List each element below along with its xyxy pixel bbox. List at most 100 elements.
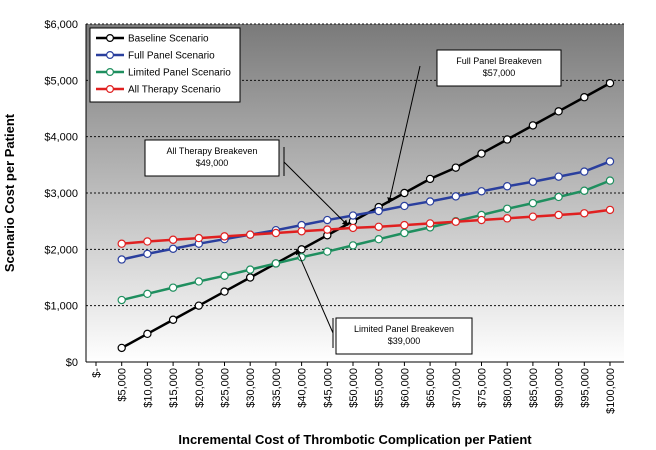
data-point	[580, 167, 589, 176]
data-point	[400, 201, 409, 211]
x-tick-label: $-	[91, 368, 103, 378]
axes	[85, 24, 624, 363]
callout-arrow	[283, 161, 349, 226]
data-point	[554, 172, 563, 181]
series-group	[117, 78, 615, 353]
data-point	[143, 249, 152, 259]
data-point	[117, 343, 126, 353]
series-all-therapy-scenario	[117, 205, 615, 248]
data-point	[194, 301, 203, 310]
data-point	[220, 271, 229, 281]
data-point	[194, 233, 203, 243]
breakeven-callout: Limited Panel Breakeven $39,000	[295, 248, 473, 355]
legend-label: Limited Panel Scenario	[128, 68, 231, 79]
data-point	[528, 198, 538, 208]
data-point	[348, 241, 358, 250]
legend-item: Limited Panel Scenario	[96, 68, 231, 79]
legend: Baseline Scenario Full Panel Scenario Limi…	[89, 27, 241, 103]
data-point	[323, 215, 332, 225]
data-point	[143, 329, 152, 339]
data-point	[271, 259, 281, 268]
x-tick-label: $80,000	[502, 368, 514, 408]
data-point	[528, 121, 538, 130]
callout-label: $39,000	[388, 336, 421, 346]
x-tick-label: $45,000	[322, 368, 334, 408]
data-point	[323, 247, 332, 256]
data-point	[605, 78, 615, 88]
x-tick-label: $55,000	[374, 368, 386, 408]
legend-swatch-marker	[105, 84, 114, 93]
callout-label: Full Panel Breakeven	[456, 56, 542, 66]
data-point	[554, 210, 563, 220]
series-full-panel-scenario	[117, 157, 615, 264]
callout-label: $49,000	[196, 158, 229, 168]
series-line	[121, 179, 611, 302]
y-tick-label: $3,000	[44, 188, 78, 200]
data-point	[400, 228, 409, 238]
x-tick-label: $20,000	[194, 368, 206, 408]
data-point	[245, 230, 255, 239]
x-tick-label: $30,000	[245, 368, 257, 408]
data-point	[477, 187, 486, 196]
data-point	[168, 244, 178, 253]
data-point	[580, 209, 589, 218]
y-tick-label: $2,000	[44, 244, 78, 256]
data-point	[425, 219, 435, 228]
data-point	[605, 205, 615, 215]
breakeven-callout: All Therapy Breakeven $49,000	[144, 139, 349, 226]
x-tick-label: $25,000	[220, 368, 232, 408]
callouts: Full Panel Breakeven $57,000 All Therapy B…	[144, 49, 562, 355]
data-point	[605, 176, 615, 185]
data-point	[168, 235, 178, 244]
data-point	[348, 211, 358, 220]
x-tick-label: $10,000	[142, 368, 154, 408]
data-point	[503, 204, 512, 213]
data-point	[117, 295, 126, 305]
breakeven-callout: Full Panel Breakeven $57,000	[387, 49, 562, 204]
data-point	[168, 315, 178, 324]
callout-box	[144, 139, 280, 177]
data-point	[194, 277, 203, 286]
legend-label: Baseline Scenario	[128, 34, 209, 45]
legend-swatch-marker	[105, 67, 114, 76]
y-axis-title: Scenario Cost per Patient	[2, 113, 17, 272]
data-point	[451, 217, 460, 226]
data-point	[503, 135, 512, 144]
data-point	[143, 289, 152, 299]
data-point	[580, 93, 589, 102]
x-tick-label: $95,000	[579, 368, 591, 408]
series-line	[121, 160, 611, 261]
data-point	[117, 255, 126, 264]
legend-swatch-marker	[105, 33, 114, 42]
data-point	[554, 107, 563, 116]
x-axis-title: Incremental Cost of Thrombotic Complicat…	[178, 432, 532, 447]
y-tick-label: $5,000	[44, 75, 78, 87]
legend-swatch-marker	[105, 50, 114, 59]
y-tick-label: $4,000	[44, 132, 78, 144]
legend-label: Full Panel Scenario	[128, 51, 215, 62]
y-tick-label: $0	[66, 357, 78, 369]
x-tick-label: $40,000	[297, 368, 309, 408]
x-tick-label: $75,000	[477, 368, 489, 408]
data-point	[503, 214, 512, 223]
callout-label: Limited Panel Breakeven	[354, 324, 454, 334]
legend-item: Full Panel Scenario	[96, 51, 215, 62]
data-point	[528, 212, 538, 221]
data-point	[297, 245, 306, 254]
data-point	[400, 220, 409, 230]
data-point	[220, 232, 229, 241]
data-point	[374, 234, 383, 244]
x-tick-label: $100,000	[605, 368, 617, 414]
x-tick-label: $85,000	[528, 368, 540, 408]
callout-arrow	[295, 248, 334, 334]
x-tick-label: $50,000	[348, 368, 360, 408]
x-tick-label: $15,000	[168, 368, 180, 408]
callout-label: $57,000	[483, 68, 516, 78]
x-tick-label: $65,000	[425, 368, 437, 408]
data-point	[143, 237, 152, 246]
data-point	[117, 239, 126, 248]
data-point	[425, 174, 435, 184]
data-point	[245, 273, 255, 282]
data-point	[503, 182, 512, 191]
x-tick-label: $5,000	[117, 368, 129, 402]
